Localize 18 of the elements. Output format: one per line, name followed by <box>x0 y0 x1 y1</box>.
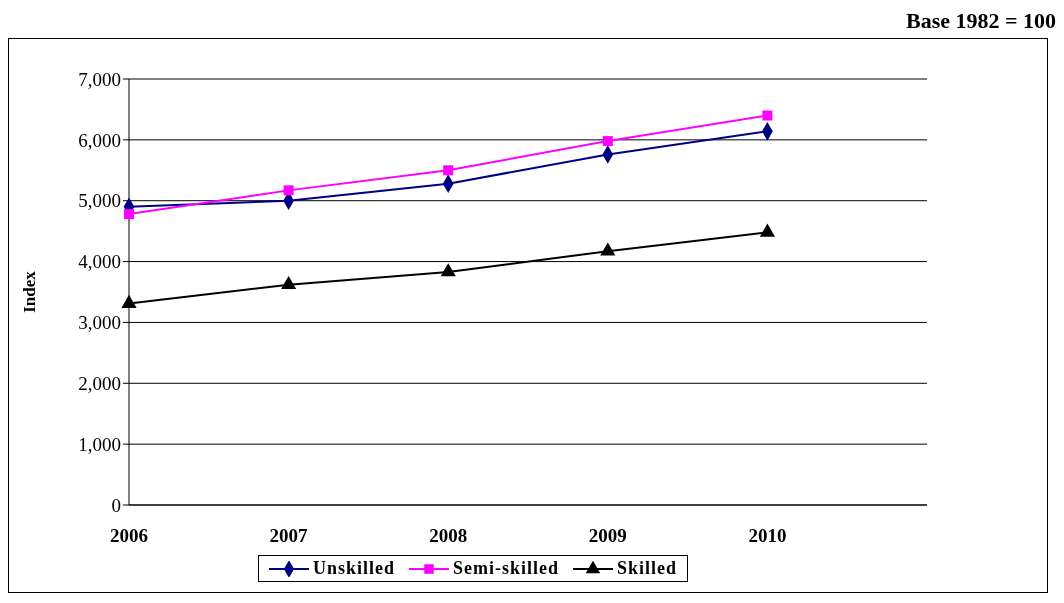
legend-label: Semi-skilled <box>452 558 559 579</box>
y-tick-label: 6,000 <box>78 129 121 151</box>
y-tick-label: 4,000 <box>78 251 121 273</box>
legend-label: Unskilled <box>312 558 395 579</box>
x-tick-label: 2006 <box>110 525 148 547</box>
y-tick-label: 3,000 <box>78 312 121 334</box>
x-tick-label: 2009 <box>588 525 627 547</box>
y-tick-label: 5,000 <box>78 190 121 212</box>
legend-label: Skilled <box>617 558 678 579</box>
x-tick-label: 2010 <box>748 525 787 547</box>
x-tick-label: 2007 <box>269 525 309 547</box>
y-tick-label: 2,000 <box>78 373 121 395</box>
text: Base 1982 = 100 <box>904 8 1056 35</box>
x-tick-label: 2008 <box>429 525 468 547</box>
y-tick-label: 1,000 <box>78 433 121 455</box>
y-tick-label: 7,000 <box>78 68 121 90</box>
y-axis-title: Index <box>20 270 40 313</box>
y-tick-label: 0 <box>111 494 121 516</box>
